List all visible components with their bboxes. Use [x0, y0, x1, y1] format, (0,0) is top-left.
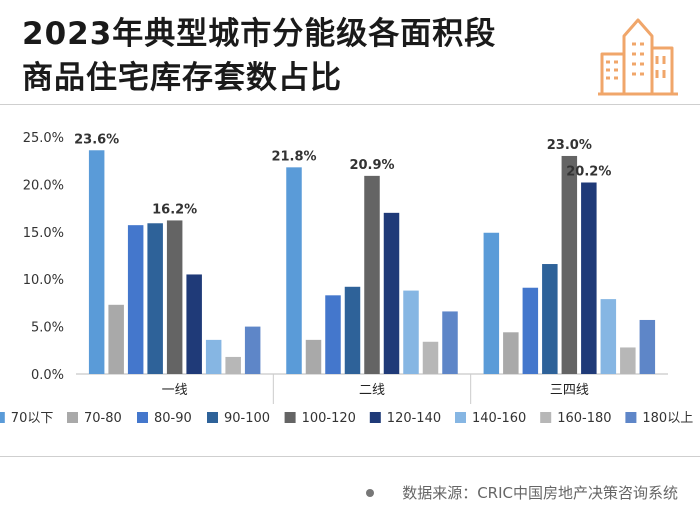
bar-70以下-三四线 [483, 232, 500, 374]
bar-70-80-一线 [108, 304, 124, 374]
legend-label: 120-140 [387, 411, 441, 426]
footer-divider [0, 456, 700, 457]
legend-swatch-70-80 [67, 412, 78, 423]
bar-140-160-三四线 [600, 299, 617, 374]
title-line-2: 商品住宅库存套数占比 [22, 60, 342, 96]
data-label: 23.6% [74, 132, 119, 147]
bar-120-140-二线 [383, 212, 400, 374]
city-buildings-icon [598, 18, 678, 96]
bar-160-180-一线 [225, 356, 241, 374]
y-tick-label: 15.0% [23, 226, 64, 241]
bar-70-80-三四线 [503, 332, 519, 374]
legend-swatch-70以下 [0, 412, 5, 423]
data-label: 20.2% [566, 165, 611, 180]
y-tick-label: 10.0% [23, 273, 64, 288]
bar-100-120-三四线 [561, 155, 578, 374]
bar-80-90-二线 [325, 295, 341, 374]
y-tick-label: 0.0% [31, 368, 64, 383]
x-category-label: 一线 [162, 383, 188, 398]
y-tick-label: 5.0% [31, 321, 64, 336]
x-category-label: 三四线 [550, 383, 589, 398]
bar-80-90-一线 [127, 225, 144, 374]
data-label: 23.0% [547, 138, 592, 153]
bullet-icon [366, 488, 375, 497]
legend-label: 100-120 [302, 411, 356, 426]
bar-80-90-三四线 [522, 287, 539, 374]
bar-140-160-一线 [205, 339, 222, 374]
legend-swatch-180以上 [625, 412, 637, 423]
bar-70以下-一线 [88, 150, 105, 374]
bar-chart: 25.0% 20.0% 15.0% 10.0% 5.0% 0.0% 一线 二线 三四线 23.6%… [0, 131, 693, 426]
bar-140-160-二线 [403, 290, 419, 374]
bar-90-100-一线 [147, 223, 163, 374]
legend-label: 90-100 [224, 411, 270, 426]
source-note: 数据来源：CRIC中国房地产决策咨询系统 [366, 482, 678, 503]
bar-70-80-二线 [305, 339, 322, 374]
bar-160-180-二线 [422, 341, 439, 374]
legend-label: 180以上 [642, 411, 693, 426]
legend-swatch-100-120 [284, 412, 296, 423]
bar-90-100-二线 [344, 286, 361, 374]
x-category-label: 二线 [359, 383, 385, 398]
legend-label: 140-160 [472, 411, 526, 426]
bar-180以上-一线 [244, 326, 261, 374]
y-tick-label: 25.0% [23, 131, 64, 146]
legend-label: 70-80 [84, 411, 122, 426]
bar-70以下-二线 [286, 167, 302, 374]
chart-title: 2023年典型城市分能级各面积段 商品住宅库存套数占比 [22, 12, 582, 100]
legend-label: 80-90 [154, 411, 192, 426]
bar-90-100-三四线 [542, 264, 558, 374]
legend-label: 160-180 [557, 411, 611, 426]
legend-swatch-90-100 [207, 412, 218, 423]
bar-180以上-三四线 [639, 319, 656, 374]
legend-swatch-80-90 [137, 412, 148, 423]
legend-swatch-140-160 [455, 412, 466, 423]
bar-180以上-二线 [442, 311, 458, 374]
y-tick-label: 20.0% [23, 178, 64, 193]
data-label: 21.8% [271, 149, 316, 164]
bar-100-120-二线 [364, 175, 380, 374]
title-line-1: 2023年典型城市分能级各面积段 [22, 16, 497, 52]
data-label: 20.9% [349, 158, 394, 173]
header-divider [0, 104, 700, 105]
legend-label: 70以下 [11, 411, 54, 426]
legend-swatch-160-180 [540, 412, 552, 423]
bar-100-120-一线 [166, 220, 183, 374]
bar-120-140-一线 [186, 274, 202, 374]
source-text: 数据来源：CRIC中国房地产决策咨询系统 [402, 484, 678, 502]
bar-160-180-三四线 [620, 347, 636, 374]
data-label: 16.2% [152, 202, 197, 217]
bar-120-140-三四线 [581, 182, 597, 374]
legend-swatch-120-140 [369, 412, 381, 423]
